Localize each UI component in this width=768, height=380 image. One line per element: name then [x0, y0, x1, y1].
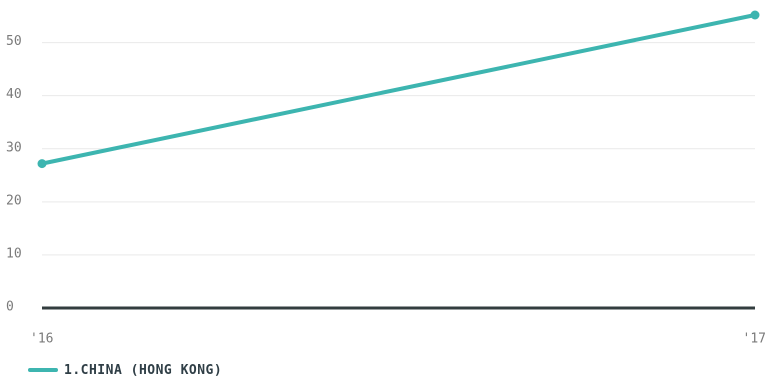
- x-axis-ticks: '16 '17: [30, 332, 766, 347]
- y-axis-ticks: 0 10 20 30 40 50: [6, 34, 22, 314]
- series-line: [40, 13, 757, 166]
- x-tick-label: '17: [743, 332, 766, 347]
- line-chart: 0 10 20 30 40 50 '16 '17: [6, 10, 766, 347]
- series-layer: [37, 10, 760, 169]
- data-point[interactable]: [37, 159, 47, 169]
- y-tick-label: 40: [6, 87, 22, 102]
- y-tick-label: 10: [6, 246, 22, 261]
- gridlines: [42, 42, 755, 256]
- data-point[interactable]: [750, 10, 760, 20]
- y-tick-label: 30: [6, 140, 22, 155]
- legend-label: 1.CHINA (HONG KONG): [64, 362, 223, 378]
- x-tick-label: '16: [30, 332, 53, 347]
- y-tick-label: 0: [6, 300, 14, 315]
- y-tick-label: 20: [6, 193, 22, 208]
- y-tick-label: 50: [6, 34, 22, 49]
- legend-swatch: [28, 368, 58, 372]
- legend: 1.CHINA (HONG KONG): [28, 360, 222, 380]
